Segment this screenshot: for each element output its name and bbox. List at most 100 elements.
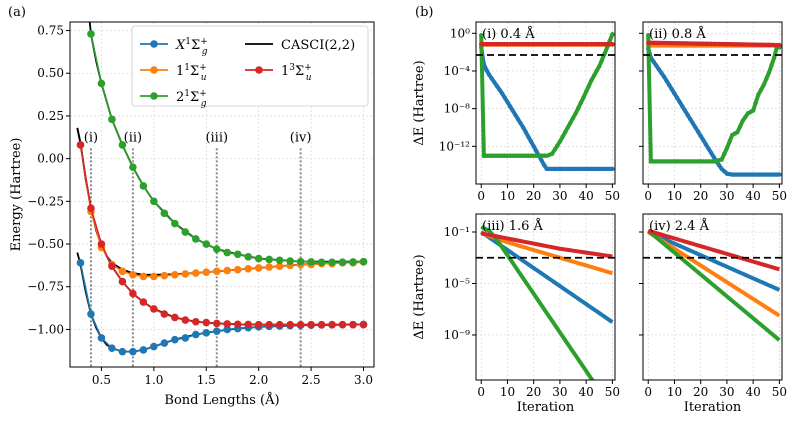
x-tick-label: 0 [644, 385, 652, 399]
point-u1 [191, 269, 200, 277]
x-tick-label: 10 [667, 385, 682, 399]
point-g2 [750, 108, 756, 113]
vline-label: (iv) [290, 131, 312, 146]
point-X [528, 139, 534, 144]
point-g2 [557, 139, 563, 144]
point-X [661, 74, 667, 79]
point-g2 [743, 114, 748, 120]
point-g2 [756, 92, 761, 97]
series-line-g2 [646, 229, 781, 342]
axes-frame [642, 21, 783, 185]
point-g2 [97, 79, 106, 88]
point-X [669, 87, 675, 92]
x-tick-label: 0 [644, 189, 652, 203]
legend-label: 11Σ+ u [176, 63, 207, 83]
series-line-t3 [79, 144, 364, 326]
point-X [505, 99, 510, 105]
y-tick-label: 0.00 [37, 152, 64, 166]
point-X [695, 129, 701, 134]
y-tick-label: −0.50 [27, 237, 64, 251]
series-line-u1 [79, 144, 364, 278]
subplot-title: (ii) 0.8 Å [649, 26, 706, 42]
point-t3 [338, 320, 347, 329]
point-X [160, 339, 169, 347]
x-tick-label: 3.0 [354, 373, 373, 387]
point-g2 [573, 111, 578, 116]
point-g2 [771, 55, 777, 60]
casci-line-triplet [76, 127, 364, 326]
point-u1 [254, 264, 263, 272]
x-tick-label: 50 [605, 385, 620, 399]
point-X [181, 334, 190, 342]
point-g2 [254, 254, 263, 263]
point-X [677, 99, 682, 105]
chart-b-iv: 0 10 20 30 40 50 (iv) 2.4 Å Iteration [639, 213, 787, 415]
point-g2 [578, 100, 584, 105]
point-g2 [317, 258, 326, 267]
point-X [518, 121, 523, 126]
y-tick-label: 10⁻⁹ [444, 328, 471, 342]
point-g2 [753, 100, 758, 105]
plot-area [76, 22, 368, 356]
point-g2 [181, 228, 190, 236]
point-t3 [328, 320, 336, 329]
legend-label: X1Σ+ g [175, 37, 208, 57]
point-u1 [181, 270, 190, 278]
point-g2 [597, 64, 602, 69]
point-X [492, 80, 497, 85]
x-tick-label: 0 [477, 385, 485, 399]
point-g2 [150, 197, 158, 206]
point-g2 [604, 45, 610, 50]
series-line-X [647, 230, 781, 292]
x-tick-label: 40 [746, 189, 761, 203]
point-g2 [599, 57, 605, 63]
series-line-g2 [480, 225, 595, 380]
point-g2 [646, 32, 651, 38]
point-t3 [87, 204, 95, 212]
point-t3 [286, 320, 294, 329]
point-X [497, 87, 502, 93]
point-X [150, 342, 158, 351]
point-X [191, 330, 200, 339]
point-t3 [181, 316, 190, 324]
x-tick-label: 50 [772, 385, 787, 399]
point-X [515, 116, 521, 122]
point-u1 [150, 272, 158, 281]
point-u1 [212, 267, 221, 276]
point-t3 [275, 320, 284, 329]
point-g2 [610, 32, 615, 37]
point-g2 [212, 245, 221, 253]
legend-label: 13Σ+ u [281, 63, 312, 83]
x-tick-label: 1.5 [197, 373, 216, 387]
point-t3 [223, 320, 232, 328]
point-u1 [265, 263, 273, 271]
point-g2 [479, 32, 484, 38]
series-line-X [79, 262, 364, 353]
point-t3 [76, 141, 85, 149]
point-t3 [202, 318, 211, 327]
x-axis-label: Iteration [684, 400, 742, 415]
x-tick-label: 20 [693, 189, 708, 203]
point-t3 [349, 320, 357, 329]
point-X [502, 95, 508, 101]
point-t3 [777, 42, 782, 48]
chart-b-ii: 0 10 20 30 40 50 (ii) 0.8 Å [639, 21, 787, 203]
axes-frame [475, 21, 616, 185]
legend-swatch-marker [150, 66, 158, 74]
x-tick-label: 40 [579, 385, 594, 399]
point-g2 [591, 73, 597, 78]
point-X [118, 347, 127, 356]
point-t3 [233, 320, 242, 329]
point-X [139, 346, 148, 354]
x-tick-label: 20 [693, 385, 708, 399]
point-X [484, 67, 489, 73]
point-u1 [118, 267, 127, 276]
x-tick-label: 10 [667, 189, 682, 203]
point-g2 [586, 83, 591, 89]
point-X [653, 63, 659, 68]
y-tick-label: 0.25 [37, 109, 64, 123]
point-g2 [202, 240, 211, 248]
point-X [87, 310, 95, 318]
series-line-u1 [647, 230, 781, 318]
